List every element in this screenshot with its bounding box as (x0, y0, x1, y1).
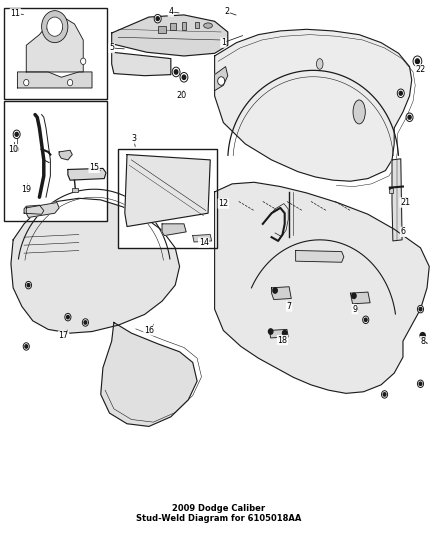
Polygon shape (215, 182, 429, 393)
Circle shape (364, 318, 367, 321)
Circle shape (273, 288, 277, 293)
Polygon shape (296, 251, 344, 262)
Circle shape (413, 56, 422, 67)
Circle shape (15, 147, 18, 151)
Text: 17: 17 (58, 332, 69, 340)
Circle shape (408, 115, 411, 119)
Circle shape (363, 316, 369, 324)
Circle shape (415, 59, 419, 64)
Text: 15: 15 (89, 164, 99, 172)
Text: 18: 18 (278, 336, 287, 344)
Text: 1: 1 (221, 38, 226, 47)
Polygon shape (26, 203, 59, 217)
Polygon shape (350, 292, 370, 304)
Circle shape (182, 75, 186, 79)
Circle shape (23, 343, 29, 350)
Ellipse shape (353, 100, 365, 124)
Text: 8: 8 (420, 337, 425, 345)
Bar (72, 188, 78, 192)
Bar (4, 101, 107, 221)
Circle shape (172, 67, 180, 77)
Bar (195, 22, 199, 28)
Circle shape (65, 313, 71, 321)
Text: 2: 2 (224, 7, 230, 16)
Circle shape (218, 77, 225, 85)
Circle shape (419, 382, 422, 385)
Circle shape (406, 113, 413, 122)
Polygon shape (215, 29, 412, 181)
Text: 10: 10 (8, 145, 18, 154)
Circle shape (67, 316, 69, 319)
Circle shape (417, 380, 424, 387)
Circle shape (417, 305, 424, 313)
Ellipse shape (316, 59, 323, 69)
Text: 12: 12 (218, 199, 229, 208)
Bar (158, 26, 166, 33)
Circle shape (82, 319, 88, 326)
Polygon shape (18, 72, 92, 88)
Circle shape (154, 14, 161, 23)
Circle shape (399, 91, 403, 95)
Circle shape (268, 329, 273, 334)
Circle shape (25, 281, 32, 289)
Polygon shape (193, 235, 212, 242)
Text: 19: 19 (21, 185, 32, 193)
Ellipse shape (204, 23, 212, 28)
Bar (170, 23, 176, 30)
Polygon shape (11, 198, 180, 333)
Circle shape (47, 17, 63, 36)
Text: 16: 16 (144, 326, 154, 335)
Bar (182, 21, 186, 29)
Circle shape (180, 72, 188, 82)
Text: 7: 7 (286, 302, 292, 311)
Text: 11: 11 (11, 9, 20, 18)
Polygon shape (215, 67, 228, 91)
Circle shape (381, 391, 388, 398)
Polygon shape (112, 52, 171, 76)
Circle shape (42, 11, 68, 43)
Text: 2009 Dodge Caliber
Stud-Weld Diagram for 6105018AA: 2009 Dodge Caliber Stud-Weld Diagram for… (136, 504, 302, 523)
Polygon shape (162, 224, 186, 236)
Polygon shape (125, 155, 210, 227)
Text: 9: 9 (352, 305, 357, 313)
Circle shape (352, 293, 356, 298)
Polygon shape (272, 287, 291, 300)
Circle shape (27, 284, 30, 287)
Circle shape (24, 79, 29, 86)
Circle shape (283, 330, 287, 336)
Circle shape (156, 17, 159, 21)
Text: 4: 4 (168, 7, 173, 16)
Polygon shape (269, 329, 288, 338)
Text: 14: 14 (199, 238, 208, 247)
Bar (4, 8, 107, 99)
Polygon shape (392, 159, 402, 241)
Text: 3: 3 (131, 134, 136, 143)
Circle shape (67, 79, 73, 86)
Bar (389, 188, 393, 193)
Circle shape (420, 333, 425, 339)
Text: 22: 22 (415, 65, 426, 74)
Circle shape (13, 130, 20, 139)
Text: 6: 6 (400, 228, 406, 236)
Bar (118, 149, 217, 248)
Text: 21: 21 (400, 198, 410, 207)
Circle shape (84, 321, 87, 324)
Polygon shape (101, 322, 197, 426)
Circle shape (174, 70, 178, 74)
Text: 20: 20 (177, 92, 187, 100)
Polygon shape (112, 15, 228, 56)
Circle shape (25, 345, 28, 348)
Polygon shape (59, 150, 72, 160)
Text: 5: 5 (109, 44, 114, 52)
Circle shape (383, 393, 386, 396)
Polygon shape (26, 19, 83, 72)
Polygon shape (24, 205, 44, 214)
Circle shape (81, 58, 86, 64)
Circle shape (419, 308, 422, 311)
Circle shape (15, 132, 18, 136)
Circle shape (397, 89, 404, 98)
Polygon shape (68, 168, 106, 180)
